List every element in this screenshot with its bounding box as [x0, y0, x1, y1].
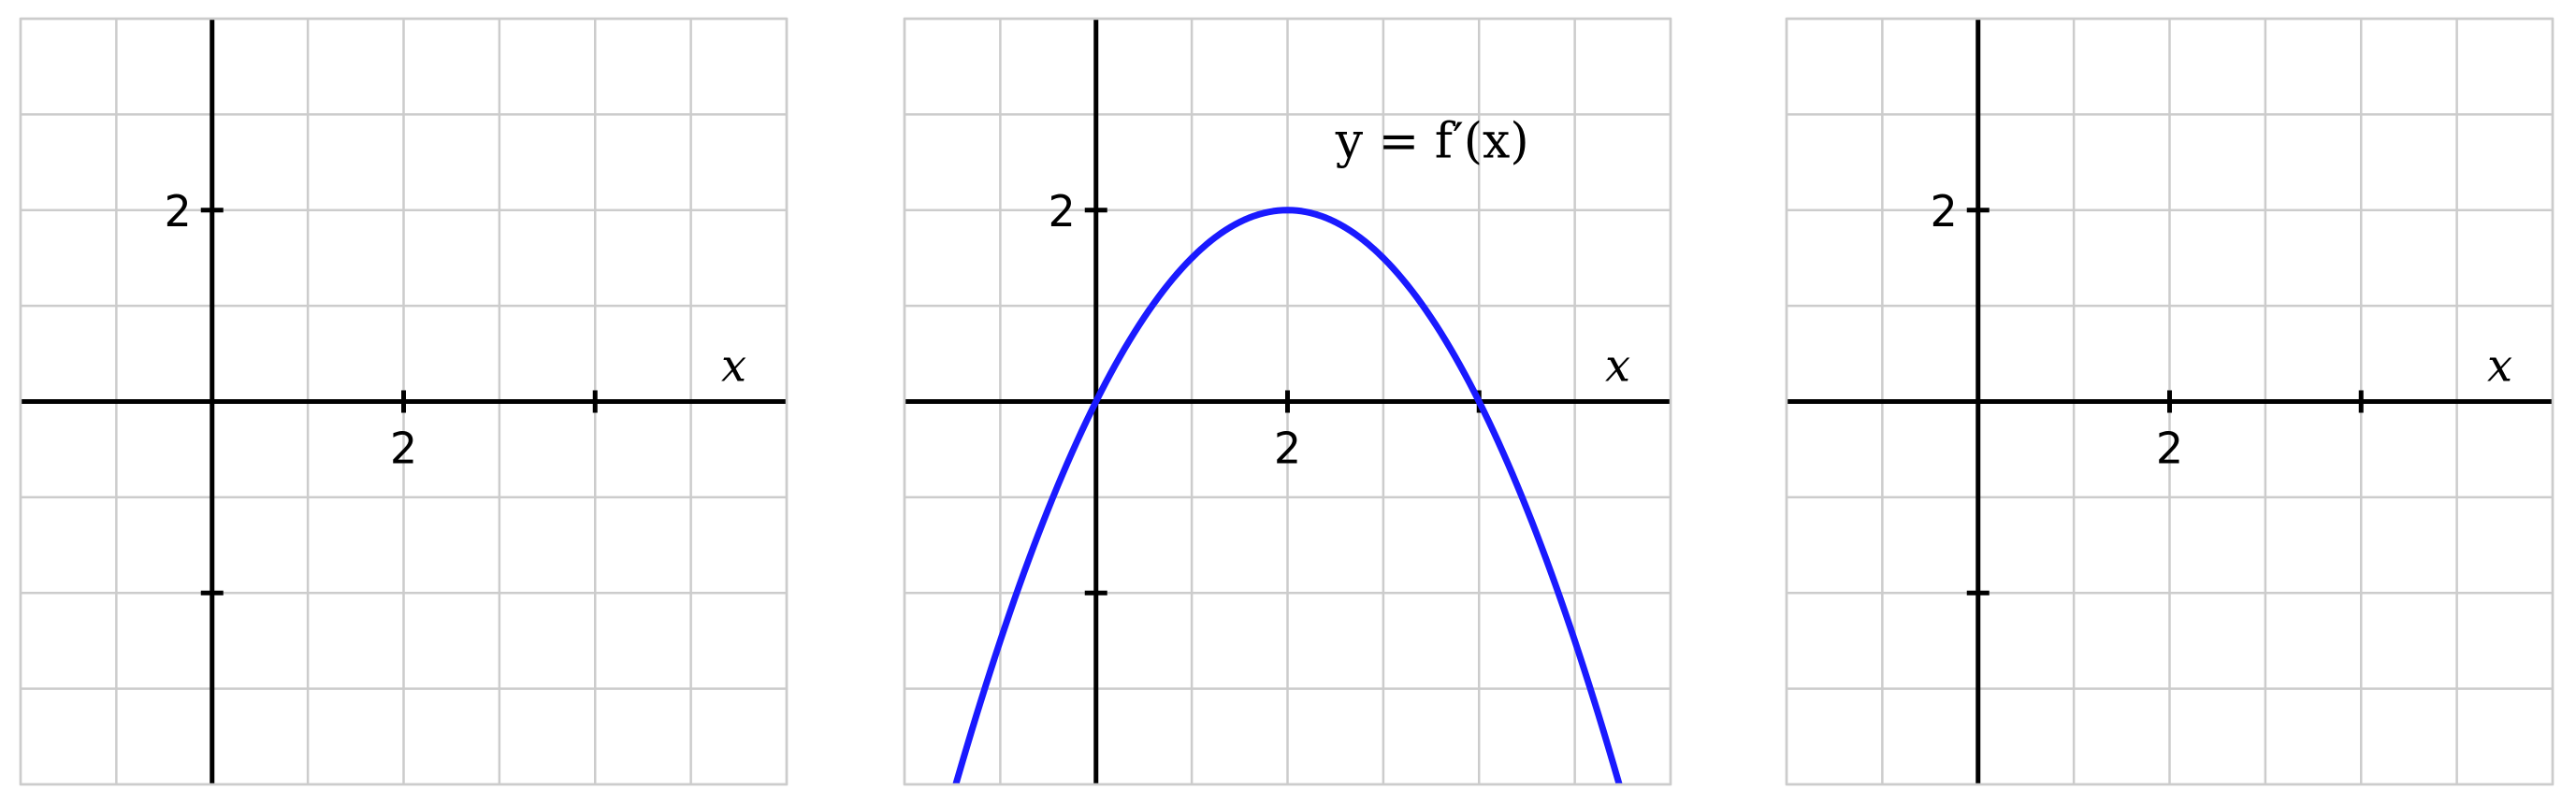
panel-border [903, 17, 1672, 786]
chart-panel-1: 2 2 x [19, 17, 789, 786]
x-tick-label: 2 [390, 424, 417, 474]
panel-border [19, 17, 789, 786]
panel-border [1785, 17, 2554, 786]
curve-label: y = f′(x) [1335, 113, 1529, 169]
x-tick-label: 2 [2156, 424, 2183, 474]
chart-panel-2: 2 2 x y = f′(x) [903, 17, 1672, 786]
x-axis-label: x [1605, 340, 1630, 393]
x-axis-label: x [721, 340, 746, 393]
series-line [952, 207, 1623, 784]
x-tick-label: 2 [1274, 424, 1301, 474]
x-axis-label: x [2487, 340, 2512, 393]
y-tick-label: 2 [1930, 186, 1957, 237]
chart-panel-3: 2 2 x [1785, 17, 2554, 786]
y-tick-label: 2 [164, 186, 191, 237]
y-tick-label: 2 [1048, 186, 1075, 237]
